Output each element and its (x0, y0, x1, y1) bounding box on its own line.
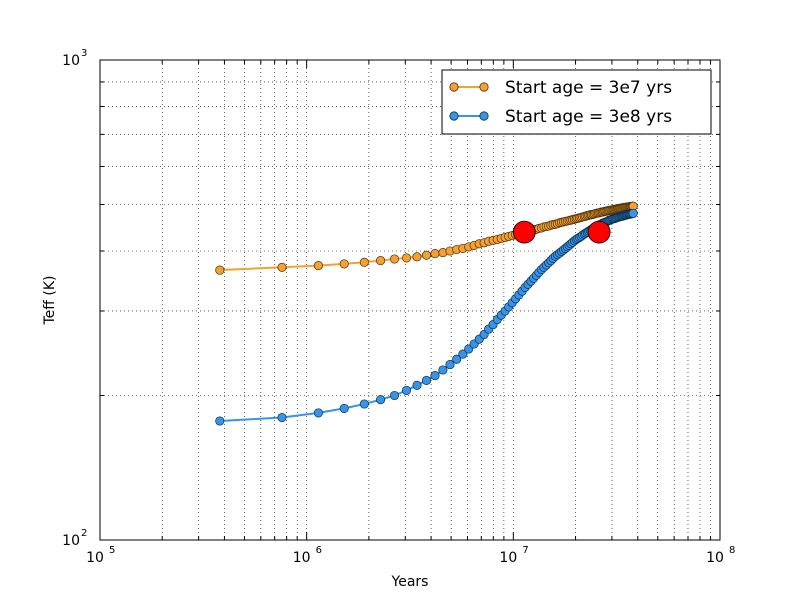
data-point (628, 208, 638, 218)
x-tick-label-exponent: 7 (522, 545, 528, 556)
data-point (458, 349, 468, 359)
data-point (412, 252, 422, 262)
data-point (376, 395, 386, 405)
x-tick-label: 10 (499, 550, 517, 566)
x-tick-label: 10 (86, 550, 104, 566)
data-point (339, 259, 349, 269)
highlight-point (512, 220, 536, 244)
data-point (215, 416, 225, 426)
data-point (445, 360, 455, 370)
x-tick-label: 10 (706, 550, 724, 566)
data-point (401, 253, 412, 263)
data-point (313, 408, 323, 418)
legend-label-1: Start age = 3e8 yrs (505, 107, 672, 127)
data-point (421, 375, 432, 385)
x-axis-label: Years (391, 574, 429, 590)
x-tick-label-exponent: 8 (729, 545, 735, 556)
y-tick-label-exponent: 3 (81, 48, 87, 59)
x-tick-label-exponent: 6 (316, 545, 322, 556)
data-point (277, 262, 287, 272)
data-point (277, 412, 287, 423)
data-point (438, 365, 448, 375)
data-point (421, 250, 432, 260)
legend: Start age = 3e7 yrs Start age = 3e8 yrs (441, 69, 712, 135)
data-point (401, 385, 412, 395)
highlight-point (587, 220, 611, 244)
legend-marker-0a (449, 82, 459, 92)
legend-marker-0b (479, 82, 489, 92)
plot-frame (99, 59, 721, 541)
data-point (313, 261, 323, 271)
x-tick-label-exponent: 5 (109, 545, 115, 556)
data-point (215, 265, 225, 275)
data-point (430, 249, 440, 259)
y-tick-label: 10 (62, 53, 80, 69)
data-point (339, 403, 349, 413)
data-point (412, 380, 422, 390)
data-point (359, 399, 369, 409)
data-point (430, 371, 440, 381)
y-axis-label: Teff (K) (42, 276, 58, 326)
legend-marker-1b (479, 111, 489, 121)
highlight-layer (512, 220, 611, 244)
legend-marker-1a (449, 111, 459, 121)
legend-box (441, 69, 712, 135)
legend-label-0: Start age = 3e7 yrs (505, 78, 672, 98)
y-tick-label: 10 (62, 533, 80, 549)
data-point (452, 354, 462, 364)
major-ticks (99, 59, 721, 541)
minor-ticks (100, 60, 720, 540)
x-tick-labels: 10 5 10 6 10 7 10 8 (86, 545, 735, 566)
data-point (359, 257, 369, 267)
x-tick-label: 10 (293, 550, 311, 566)
data-point (376, 256, 386, 266)
y-tick-label-exponent: 2 (81, 528, 87, 539)
data-point (389, 254, 400, 264)
data-point (389, 390, 400, 401)
